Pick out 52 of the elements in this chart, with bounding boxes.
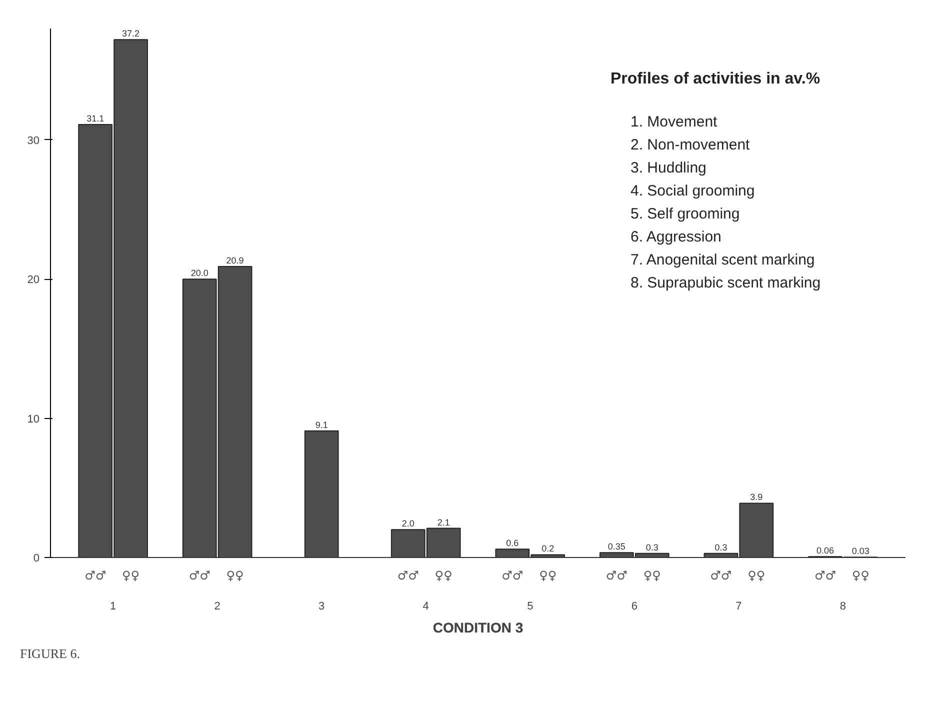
series-label: ♂♂ <box>84 568 106 582</box>
y-tick-label: 10 <box>27 413 40 426</box>
annotation: 5. Self grooming <box>630 206 740 222</box>
annotation: Profiles of activities in av.% <box>610 70 820 88</box>
y-tick-label: 30 <box>27 134 40 147</box>
text: ♂♂ <box>814 568 836 582</box>
text: ♂♂ <box>502 568 524 582</box>
annotation: 8. Suprapubic scent marking <box>630 274 821 292</box>
data-label: 20.9 <box>226 256 244 266</box>
x-tick-label: 1 <box>110 600 116 612</box>
x-tick-label: 4 <box>422 600 429 612</box>
annotation: 4. Social grooming <box>630 182 755 200</box>
data-label: 0.6 <box>506 538 519 548</box>
text: ♀♀ <box>434 568 452 582</box>
text: CONDITION 3 <box>432 620 524 636</box>
y-tick-label: 20 <box>27 274 40 286</box>
x-tick-label: 5 <box>527 600 534 612</box>
data-label: 0.03 <box>852 546 870 556</box>
data-label: 0.3 <box>714 542 728 552</box>
data-label: 0.3 <box>646 542 658 552</box>
annotation: 1. Movement <box>630 114 718 130</box>
text: ♀♀ <box>539 568 557 582</box>
y-tick-label: 0 <box>33 552 40 564</box>
text: ♂♂ <box>188 568 210 582</box>
text: ♂♂ <box>397 568 419 582</box>
data-label: 2.1 <box>437 517 450 528</box>
data-label: 0.2 <box>542 544 554 554</box>
data-label: 0.06 <box>816 546 834 556</box>
x-tick-label: 2 <box>214 600 220 612</box>
data-label: 2.0 <box>402 518 414 529</box>
text: ♀♀ <box>643 568 661 582</box>
annotation: 7. Anogenital scent marking <box>630 252 815 268</box>
data-label: 37.2 <box>122 28 140 39</box>
annotation: 3. Huddling <box>630 160 706 176</box>
data-label: 20.0 <box>190 268 208 278</box>
text: ♂♂ <box>710 568 732 582</box>
x-tick-label: 8 <box>840 600 846 612</box>
series-label: ♀♀ <box>122 568 140 582</box>
x-tick-label: 7 <box>736 600 742 612</box>
x-tick-label: 3 <box>318 600 325 612</box>
x-tick-label: 6 <box>631 600 638 612</box>
data-label: 3.9 <box>750 492 763 502</box>
text: ♀♀ <box>852 568 870 582</box>
text: ♀♀ <box>748 568 766 582</box>
data-label: 9.1 <box>315 420 328 430</box>
annotation: 6. Aggression <box>630 228 722 246</box>
text: ♀♀ <box>226 568 244 582</box>
caption: FIGURE 6. <box>20 645 80 663</box>
annotation: 2. Non-movement <box>630 136 751 154</box>
data-label: 0.35 <box>608 542 626 552</box>
text: ♂♂ <box>606 568 628 582</box>
data-label: 31.1 <box>86 114 104 124</box>
